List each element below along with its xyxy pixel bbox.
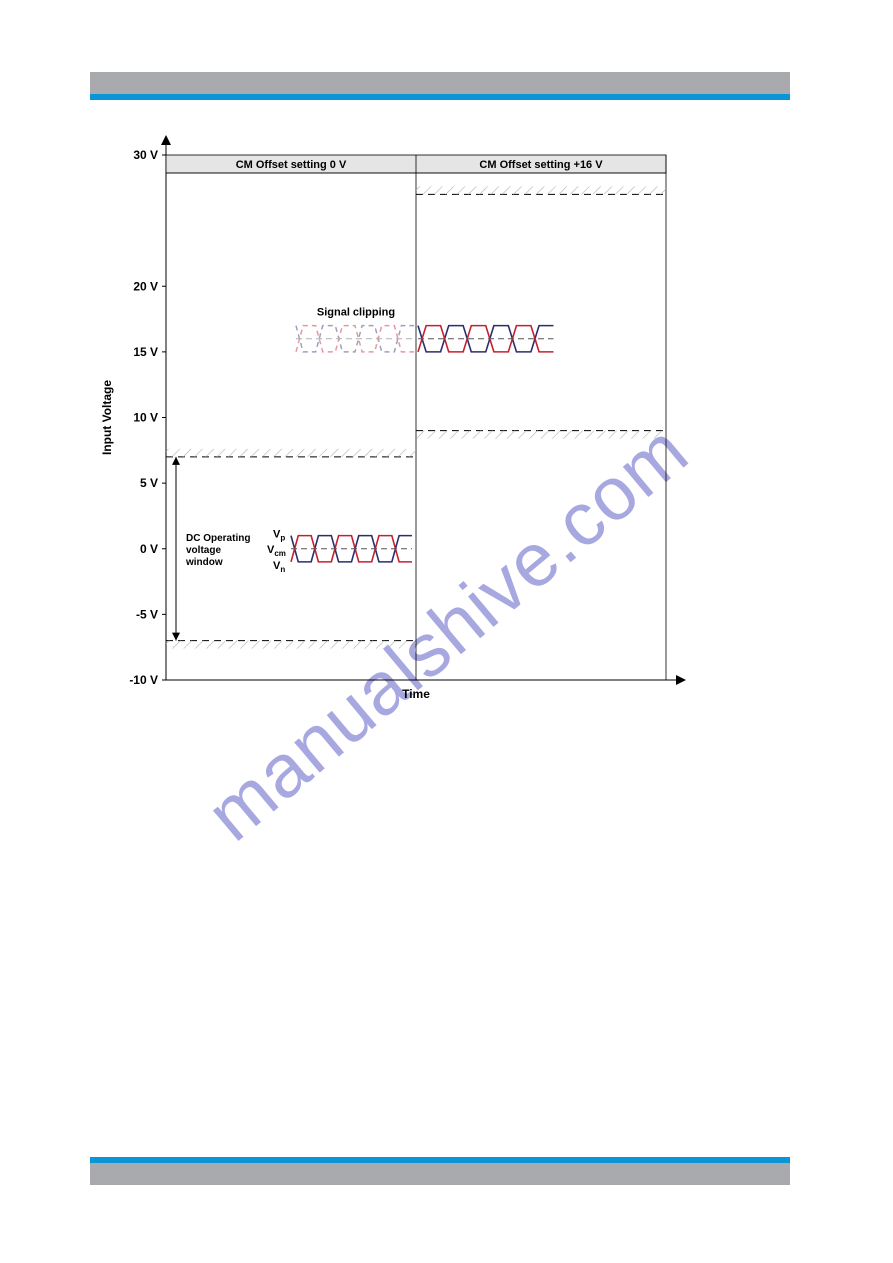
svg-text:CM Offset setting +16 V: CM Offset setting +16 V xyxy=(479,159,603,171)
svg-text:Time: Time xyxy=(402,687,430,701)
svg-text:window: window xyxy=(185,557,223,568)
header-band-gray xyxy=(90,72,790,94)
svg-text:-5 V: -5 V xyxy=(136,607,158,621)
svg-text:Input Voltage: Input Voltage xyxy=(100,380,114,455)
svg-text:CM Offset setting 0 V: CM Offset setting 0 V xyxy=(236,159,347,171)
svg-text:Vp: Vp xyxy=(273,529,285,543)
header-band-blue xyxy=(90,94,790,100)
svg-text:15 V: 15 V xyxy=(133,345,158,359)
svg-text:10 V: 10 V xyxy=(133,411,158,425)
svg-text:voltage: voltage xyxy=(186,545,221,556)
svg-text:Vn: Vn xyxy=(273,560,285,574)
chart-figure: -10 V -5 V 0 V 5 V 10 V 15 V 20 V 30 V Input Vol… xyxy=(86,135,686,725)
svg-text:0 V: 0 V xyxy=(140,542,158,556)
svg-text:DC Operating: DC Operating xyxy=(186,533,250,544)
svg-text:5 V: 5 V xyxy=(140,476,158,490)
svg-text:20 V: 20 V xyxy=(133,279,158,293)
svg-text:Signal clipping: Signal clipping xyxy=(317,307,395,319)
svg-text:-10 V: -10 V xyxy=(129,673,158,687)
svg-text:Vcm: Vcm xyxy=(267,544,286,558)
footer-band-gray xyxy=(90,1163,790,1185)
chart-svg: -10 V -5 V 0 V 5 V 10 V 15 V 20 V 30 V Input Vol… xyxy=(86,135,686,725)
svg-text:30 V: 30 V xyxy=(133,148,158,162)
